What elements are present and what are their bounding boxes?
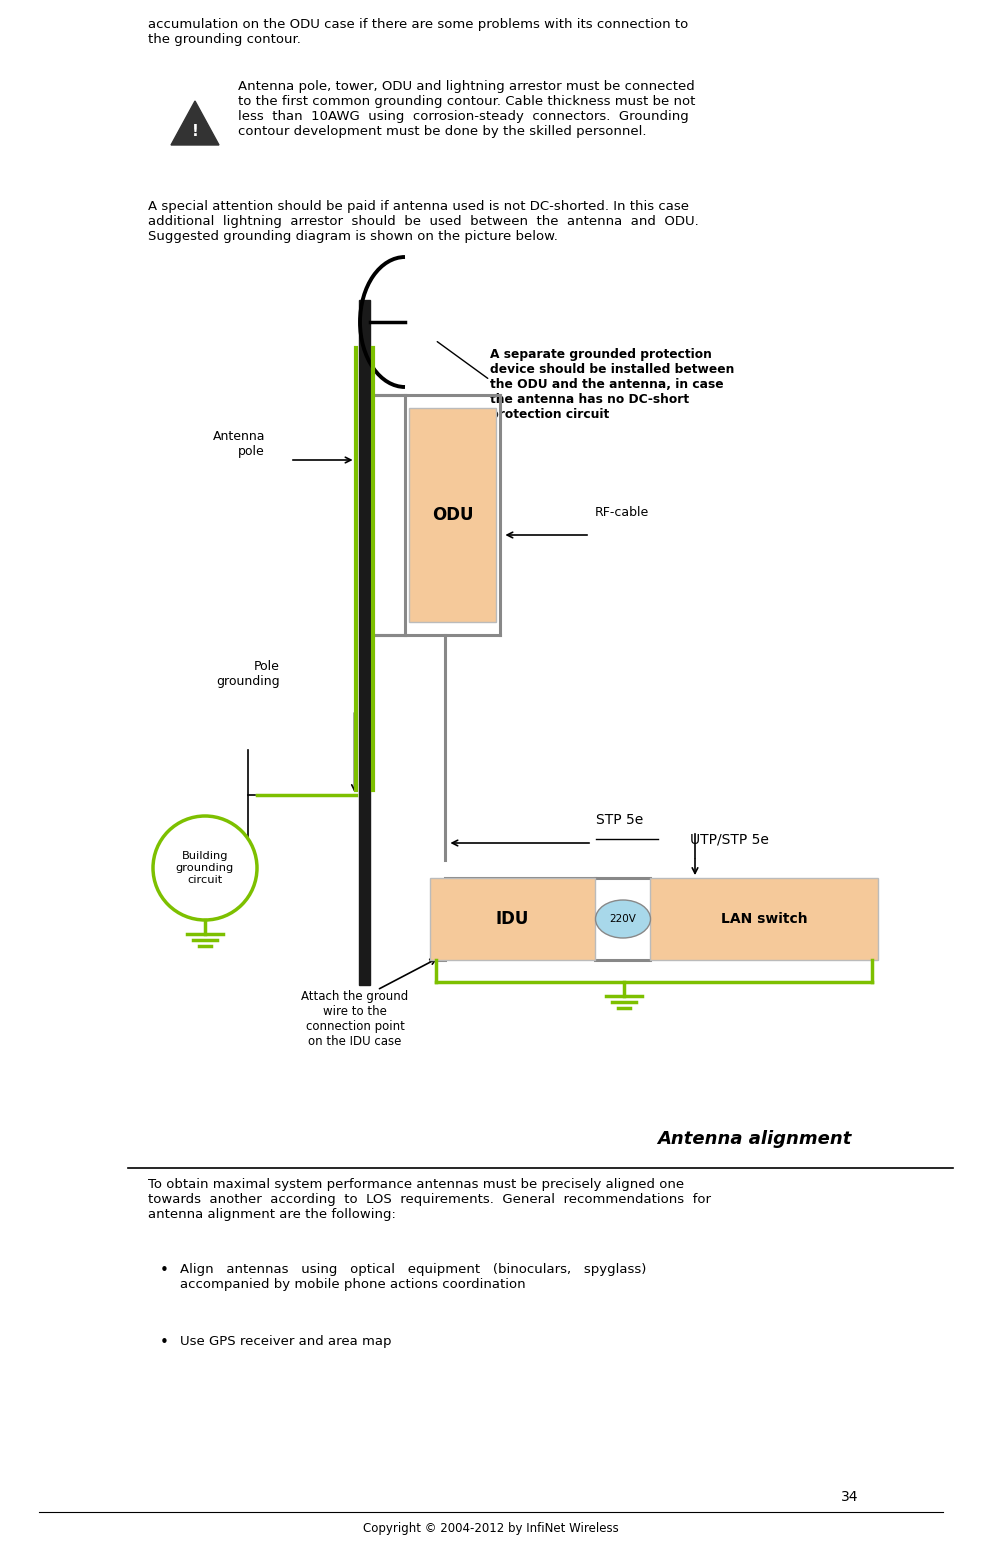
Text: 220V: 220V [610,914,636,923]
Bar [650,878,878,961]
Text: Attach the ground
wire to the
connection point
on the IDU case: Attach the ground wire to the connection… [301,990,409,1048]
Text: Align   antennas   using   optical   equipment   (binoculars,   spyglass)
accomp: Align antennas using optical equipment (… [180,1263,646,1291]
Text: •: • [160,1263,169,1278]
Bar [430,878,595,961]
Polygon shape [171,101,219,145]
Text: ODU: ODU [432,506,473,525]
Text: Building
grounding
circuit: Building grounding circuit [176,852,234,884]
Text: Pole
grounding: Pole grounding [216,660,280,688]
Bar [359,301,370,986]
Text: Copyright © 2004-2012 by InfiNet Wireless: Copyright © 2004-2012 by InfiNet Wireles… [363,1523,619,1535]
Circle shape [153,816,257,920]
Text: STP 5e: STP 5e [596,813,643,827]
Text: To obtain maximal system performance antennas must be precisely aligned one
towa: To obtain maximal system performance ant… [148,1179,711,1221]
Text: accumulation on the ODU case if there are some problems with its connection to
t: accumulation on the ODU case if there ar… [148,19,688,47]
Text: A separate grounded protection
device should be installed between
the ODU and th: A separate grounded protection device sh… [490,349,735,420]
Text: Antenna alignment: Antenna alignment [658,1130,852,1148]
Text: UTP/STP 5e: UTP/STP 5e [690,831,769,845]
Text: RF-cable: RF-cable [595,506,649,518]
Text: 34: 34 [841,1490,858,1504]
Text: Antenna pole, tower, ODU and lightning arrestor must be connected
to the first c: Antenna pole, tower, ODU and lightning a… [238,79,695,139]
Text: Antenna
pole: Antenna pole [212,430,265,458]
Text: LAN switch: LAN switch [721,912,807,926]
Text: !: ! [191,123,198,139]
Text: •: • [160,1334,169,1350]
Text: Use GPS receiver and area map: Use GPS receiver and area map [180,1334,392,1348]
Text: IDU: IDU [496,909,529,928]
Text: A special attention should be paid if antenna used is not DC-shorted. In this ca: A special attention should be paid if an… [148,199,699,243]
Ellipse shape [595,900,650,937]
Bar [409,408,497,621]
